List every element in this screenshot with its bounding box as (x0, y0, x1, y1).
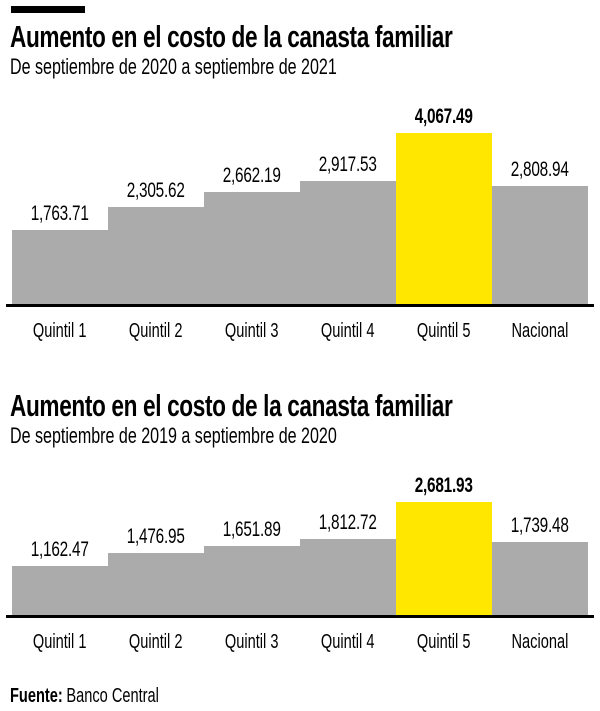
x-axis-label-text: Quintil 1 (33, 320, 87, 342)
bar (204, 546, 300, 615)
x-axis-label: Nacional (492, 631, 588, 653)
bar-value-text: 2,808.94 (511, 158, 569, 181)
x-axis-label: Quintil 4 (300, 320, 396, 342)
bar-highlighted (396, 133, 492, 304)
bar (492, 542, 588, 615)
bar-column: 2,662.19 (204, 97, 300, 304)
bar-column: 2,808.94 (492, 97, 588, 304)
x-axis-label-text: Quintil 2 (129, 631, 183, 653)
x-axis-labels: Quintil 1 Quintil 2 Quintil 3 Quintil 4 Quin… (12, 631, 588, 653)
x-axis-label: Quintil 2 (108, 320, 204, 342)
bar-column: 4,067.49 (396, 97, 492, 304)
chart-2019-2020: Aumento en el costo de la canasta famili… (6, 390, 594, 653)
kicker-bar (11, 6, 85, 13)
bar-value-label: 2,808.94 (500, 159, 579, 181)
x-axis-label-text: Quintil 2 (129, 320, 183, 342)
plot-area: 1,763.71 2,305.62 2,662.19 2,917.53 4,067.49… (10, 97, 590, 304)
x-axis-label-text: Nacional (511, 320, 569, 342)
bar-value-text: 1,162.47 (31, 538, 89, 561)
x-axis-label: Quintil 1 (12, 320, 108, 342)
x-axis-line (6, 304, 594, 307)
source-note: Fuente: Banco Central (10, 685, 590, 707)
bar-column: 2,917.53 (300, 97, 396, 304)
bar (204, 192, 300, 304)
bar-column: 1,812.72 (300, 466, 396, 615)
x-axis-labels: Quintil 1 Quintil 2 Quintil 3 Quintil 4 Quin… (12, 320, 588, 342)
bar-value-text: 1,739.48 (511, 514, 569, 537)
chart-subtitle-text: De septiembre de 2020 a septiembre de 20… (10, 54, 337, 79)
x-axis-label: Quintil 3 (204, 631, 300, 653)
x-axis-label: Nacional (492, 320, 588, 342)
bar (300, 181, 396, 304)
bar (108, 207, 204, 304)
plot-area: 1,162.47 1,476.95 1,651.89 1,812.72 2,681.93… (10, 466, 590, 615)
bar-value-label: 2,917.53 (308, 154, 387, 176)
x-axis-label: Quintil 5 (396, 320, 492, 342)
bar-value-text: 1,763.71 (31, 202, 89, 225)
bar-value-text: 1,651.89 (223, 518, 281, 541)
bar (492, 186, 588, 304)
bars-container: 1,162.47 1,476.95 1,651.89 1,812.72 2,681.93… (12, 466, 588, 615)
bar-value-text: 2,662.19 (223, 164, 281, 187)
bar-value-text: 1,812.72 (319, 511, 377, 534)
x-axis-line (6, 615, 594, 618)
bar-value-text: 2,681.93 (415, 474, 473, 497)
chart-subtitle-text: De septiembre de 2019 a septiembre de 20… (10, 423, 337, 448)
bar-value-label: 2,662.19 (212, 165, 291, 187)
bar-value-text: 2,305.62 (127, 179, 185, 202)
bar-value-label: 1,651.89 (212, 519, 291, 541)
chart-title-text: Aumento en el costo de la canasta famili… (10, 388, 453, 423)
x-axis-label: Quintil 4 (300, 631, 396, 653)
bar (12, 566, 108, 615)
bars-container: 1,763.71 2,305.62 2,662.19 2,917.53 4,067.49… (12, 97, 588, 304)
bar-column: 1,162.47 (12, 466, 108, 615)
x-axis-label: Quintil 5 (396, 631, 492, 653)
chart-2020-2021: Aumento en el costo de la canasta famili… (6, 21, 594, 342)
bar-value-label: 2,305.62 (116, 180, 195, 202)
chart-title: Aumento en el costo de la canasta famili… (10, 21, 590, 53)
bar-value-label: 1,812.72 (308, 512, 387, 534)
source-value: Banco Central (66, 685, 159, 707)
bar-value-text: 4,067.49 (415, 105, 473, 128)
chart-title-text: Aumento en el costo de la canasta famili… (10, 19, 453, 54)
source-label: Fuente: (10, 685, 63, 707)
bar-value-text: 1,476.95 (127, 525, 185, 548)
bar-column: 1,763.71 (12, 97, 108, 304)
bar-value-label: 1,476.95 (116, 526, 195, 548)
bar-value-label: 1,763.71 (20, 203, 99, 225)
bar (108, 553, 204, 615)
chart-title: Aumento en el costo de la canasta famili… (10, 390, 590, 422)
bar-highlighted (396, 502, 492, 615)
x-axis-label-text: Quintil 1 (33, 631, 87, 653)
bar (12, 230, 108, 304)
x-axis-label-text: Quintil 4 (321, 320, 375, 342)
bar-value-label: 4,067.49 (404, 106, 483, 128)
bar-value-label: 2,681.93 (404, 475, 483, 497)
x-axis-label: Quintil 3 (204, 320, 300, 342)
source-note-text: Fuente: Banco Central (10, 685, 159, 707)
bar-value-text: 2,917.53 (319, 153, 377, 176)
bar (300, 539, 396, 615)
bar-value-label: 1,739.48 (500, 515, 579, 537)
x-axis-label-text: Quintil 5 (417, 320, 471, 342)
bar-column: 1,476.95 (108, 466, 204, 615)
x-axis-label: Quintil 2 (108, 631, 204, 653)
bar-column: 2,305.62 (108, 97, 204, 304)
chart-subtitle: De septiembre de 2019 a septiembre de 20… (10, 424, 590, 448)
x-axis-label-text: Quintil 5 (417, 631, 471, 653)
bar-column: 2,681.93 (396, 466, 492, 615)
chart-subtitle: De septiembre de 2020 a septiembre de 20… (10, 55, 590, 79)
bar-column: 1,739.48 (492, 466, 588, 615)
x-axis-label-text: Nacional (511, 631, 569, 653)
x-axis-label: Quintil 1 (12, 631, 108, 653)
x-axis-label-text: Quintil 3 (225, 631, 279, 653)
bar-value-label: 1,162.47 (20, 539, 99, 561)
x-axis-label-text: Quintil 4 (321, 631, 375, 653)
x-axis-label-text: Quintil 3 (225, 320, 279, 342)
bar-column: 1,651.89 (204, 466, 300, 615)
